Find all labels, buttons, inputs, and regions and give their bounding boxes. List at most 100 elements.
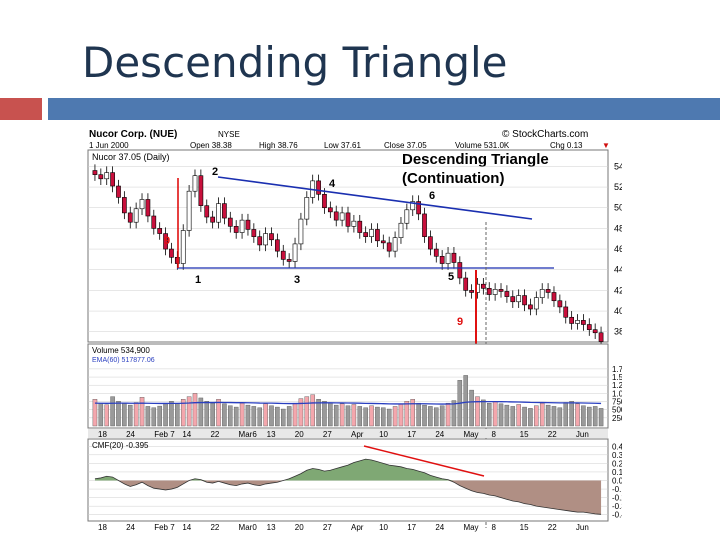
candle	[451, 252, 457, 263]
candle	[275, 239, 280, 252]
candle	[516, 295, 522, 303]
volume-bar	[510, 406, 516, 427]
price-tick-label: 46	[614, 244, 622, 254]
volume-bar	[157, 405, 162, 427]
chart-change-arrow: ▼	[602, 141, 610, 150]
chart-company: Nucor Corp. (NUE)	[89, 129, 177, 140]
candle	[357, 220, 363, 233]
volume-bar	[551, 406, 557, 427]
volume-bar	[581, 405, 586, 427]
volume-bar	[381, 407, 386, 427]
date-tick-label: 27	[323, 523, 332, 532]
price-tick-label: 38	[614, 327, 622, 337]
candle	[510, 296, 516, 303]
candle	[198, 175, 204, 206]
volume-bar	[133, 402, 139, 427]
measure-label-right: 9	[457, 316, 463, 328]
volume-bar	[104, 404, 109, 427]
chart-title-line2: (Continuation)	[402, 170, 504, 187]
volume-bar	[445, 402, 451, 427]
date-tick-label: Apr	[351, 523, 364, 532]
volume-bar	[557, 407, 563, 427]
candle	[480, 283, 486, 289]
candle	[469, 290, 474, 293]
volume-bar	[481, 399, 486, 427]
candle	[98, 174, 104, 180]
volume-bar	[92, 399, 98, 427]
candle	[233, 226, 239, 233]
volume-bar	[357, 406, 363, 427]
date-tick-label: 24	[435, 523, 444, 532]
point-label-5: 5	[448, 271, 454, 283]
candle	[292, 243, 298, 262]
date-tick-label: 20	[295, 430, 304, 439]
candle	[492, 289, 498, 295]
volume-bar	[369, 405, 374, 427]
volume-bar	[263, 403, 268, 427]
date-tick-label: 8	[492, 523, 497, 532]
candle	[110, 172, 115, 187]
candle	[592, 329, 598, 334]
cmf-tick-label: 0.20	[612, 459, 622, 468]
date-tick-label: 22	[210, 523, 219, 532]
cmf-tick-label: 0.10	[612, 468, 622, 477]
candle	[422, 213, 427, 237]
volume-bar	[534, 405, 539, 427]
candle	[251, 229, 257, 237]
candle	[327, 207, 333, 213]
volume-bar	[145, 406, 151, 427]
accent-bar-red	[0, 98, 42, 120]
candle	[180, 230, 186, 264]
date-tick-label: 10	[379, 523, 388, 532]
price-series-label: Nucor 37.05 (Daily)	[92, 152, 170, 162]
cmf-negative-area	[94, 480, 602, 515]
candle	[386, 242, 392, 252]
candle	[363, 232, 369, 237]
accent-bar-blue	[48, 98, 720, 120]
chart-volume: Volume 531.0K	[455, 141, 510, 150]
candle	[428, 236, 433, 250]
volume-bar	[163, 402, 168, 427]
date-tick-label: 13	[267, 430, 276, 439]
volume-bar	[169, 401, 174, 427]
candle	[227, 217, 233, 227]
volume-bar	[392, 406, 398, 427]
date-tick-label: Mar0	[239, 523, 258, 532]
candle	[186, 190, 192, 231]
chart-high: High 38.76	[259, 141, 298, 150]
candle	[257, 236, 263, 246]
chart-svg: Nucor Corp. (NUE) NYSE © StockCharts.com…	[87, 129, 635, 532]
candle	[545, 289, 551, 293]
date-axis-top	[88, 429, 608, 438]
volume-bar	[304, 396, 310, 427]
volume-bar	[386, 408, 392, 427]
date-tick-label: 18	[98, 523, 107, 532]
candle	[457, 262, 463, 279]
volume-bar	[139, 397, 145, 427]
candle	[528, 304, 533, 310]
cmf-positive-area	[94, 459, 602, 481]
volume-bar	[210, 402, 215, 427]
cmf-tick-label: -0.40	[612, 511, 622, 520]
volume-bar	[463, 375, 468, 427]
volume-bar	[587, 406, 592, 427]
volume-bar	[333, 404, 339, 427]
candle	[486, 288, 492, 295]
volume-bar	[180, 399, 186, 427]
chart-date: 1 Jun 2000	[89, 141, 129, 150]
stock-chart: Nucor Corp. (NUE) NYSE © StockCharts.com…	[84, 128, 635, 532]
date-tick-label: 22	[548, 430, 557, 439]
candle	[222, 203, 227, 219]
chart-low: Low 37.61	[324, 141, 361, 150]
candle	[304, 197, 310, 220]
date-tick-label: 17	[407, 430, 416, 439]
chart-open: Open 38.38	[190, 141, 232, 150]
date-tick-label: 15	[520, 523, 529, 532]
candle	[345, 212, 351, 227]
date-tick-label: 24	[435, 430, 444, 439]
candle	[286, 259, 292, 262]
volume-bar	[292, 402, 298, 427]
price-tick-label: 42	[614, 285, 622, 295]
date-tick-label: 27	[323, 430, 332, 439]
cmf-tick-label: 0.00	[612, 477, 622, 486]
